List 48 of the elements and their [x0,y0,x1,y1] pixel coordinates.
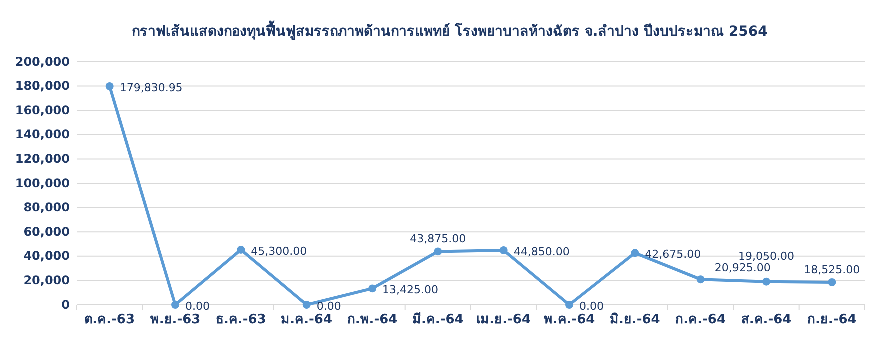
y-tick-label: 100,000 [15,176,70,190]
point [500,246,508,254]
point [631,249,640,258]
x-tick-label: ม.ค.-64 [281,312,333,328]
y-tick-label: 180,000 [15,79,70,94]
point [566,301,574,309]
x-tick-label: ก.ค.-64 [676,312,726,328]
point [434,248,442,256]
x-tick-label: พ.ค.-64 [544,312,596,328]
x-tick-label: มี.ค.-64 [412,312,464,328]
point [172,301,180,309]
y-tick-label: 80,000 [24,200,70,215]
x-tick-label: ต.ค.-63 [84,312,136,328]
point [762,278,770,286]
data-label: 19,050.00 [738,250,794,263]
x-tick-label: ส.ค.-64 [741,312,792,328]
y-tick-label: 40,000 [24,249,70,264]
x-tick-label: พ.ย.-63 [150,312,201,328]
point [237,246,246,254]
point [368,284,376,293]
y-tick-label: 140,000 [15,128,70,142]
point [302,301,311,309]
y-tick-label: 60,000 [24,224,70,239]
data-label: 45,300.00 [251,244,308,258]
data-label: 43,875.00 [410,232,466,246]
y-tick-label: 160,000 [15,103,70,118]
data-label: 42,675.00 [645,248,702,262]
data-label: 0.00 [316,300,342,313]
data-label: 44,850.00 [514,246,570,259]
data-label: 0.00 [186,300,210,313]
y-tick-label: 20,000 [24,274,70,288]
chart-title: กราฟเส้นแสดงกองทุนฟื้นฟูสมรรถภาพด้านการแพทย์ โรงพยาบาลห้างฉัตร จ.ลำปาง ปีงบประมาณ 2564 [132,20,768,40]
data-label: 0.00 [580,300,604,313]
x-tick-label: ก.พ.-64 [347,312,398,328]
x-tick-label: ก.ย.-64 [807,312,857,328]
point [106,82,114,90]
data-label: 13,425.00 [382,284,438,297]
point [828,278,836,286]
y-tick-label: 120,000 [15,152,70,166]
x-tick-label: ธ.ค.-63 [216,312,266,328]
data-label: 20,925.00 [714,262,771,275]
point [696,276,705,284]
x-tick-label: มิ.ย.-64 [610,312,660,328]
x-tick-label: เม.ย.-64 [476,312,532,328]
data-label: 18,525.00 [804,263,860,276]
data-label: 179,830.95 [120,82,183,95]
y-tick-label: 0 [62,298,70,312]
y-tick-label: 200,000 [15,54,70,69]
